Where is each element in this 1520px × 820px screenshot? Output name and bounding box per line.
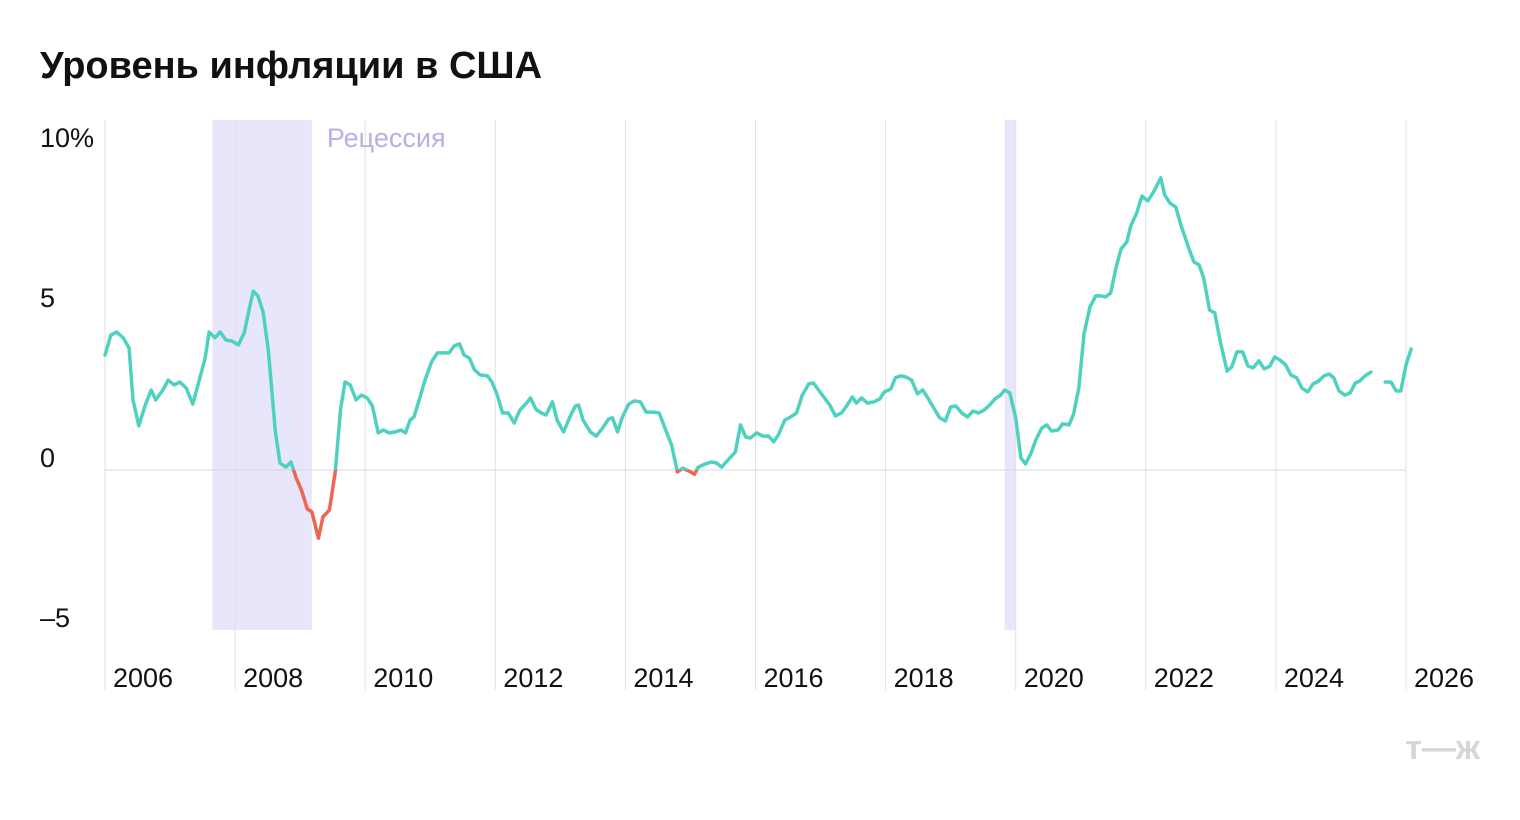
background-layer: [104, 120, 1407, 690]
inflation-line: [103, 176, 1413, 540]
recession-label: Рецессия: [327, 123, 446, 153]
x-tick-label: 2018: [894, 663, 954, 693]
x-tick-label: 2012: [503, 663, 563, 693]
x-tick-label: 2014: [633, 663, 693, 693]
y-tick-label: –5: [40, 603, 70, 633]
y-tick-label: 10%: [40, 123, 94, 153]
recession-band: [212, 120, 312, 630]
x-tick-label: 2008: [243, 663, 303, 693]
x-tick-label: 2022: [1154, 663, 1214, 693]
chart-title: Уровень инфляции в США: [40, 45, 542, 87]
x-tick-label: 2026: [1414, 663, 1474, 693]
y-tick-label: 0: [40, 443, 55, 473]
logo: т—ж: [1405, 729, 1481, 767]
x-tick-label: 2024: [1284, 663, 1344, 693]
y-tick-label: 5: [40, 283, 55, 313]
x-tick-label: 2006: [113, 663, 173, 693]
x-tick-label: 2016: [764, 663, 824, 693]
x-tick-label: 2020: [1024, 663, 1084, 693]
x-tick-label: 2010: [373, 663, 433, 693]
recession-band: [1004, 120, 1016, 630]
